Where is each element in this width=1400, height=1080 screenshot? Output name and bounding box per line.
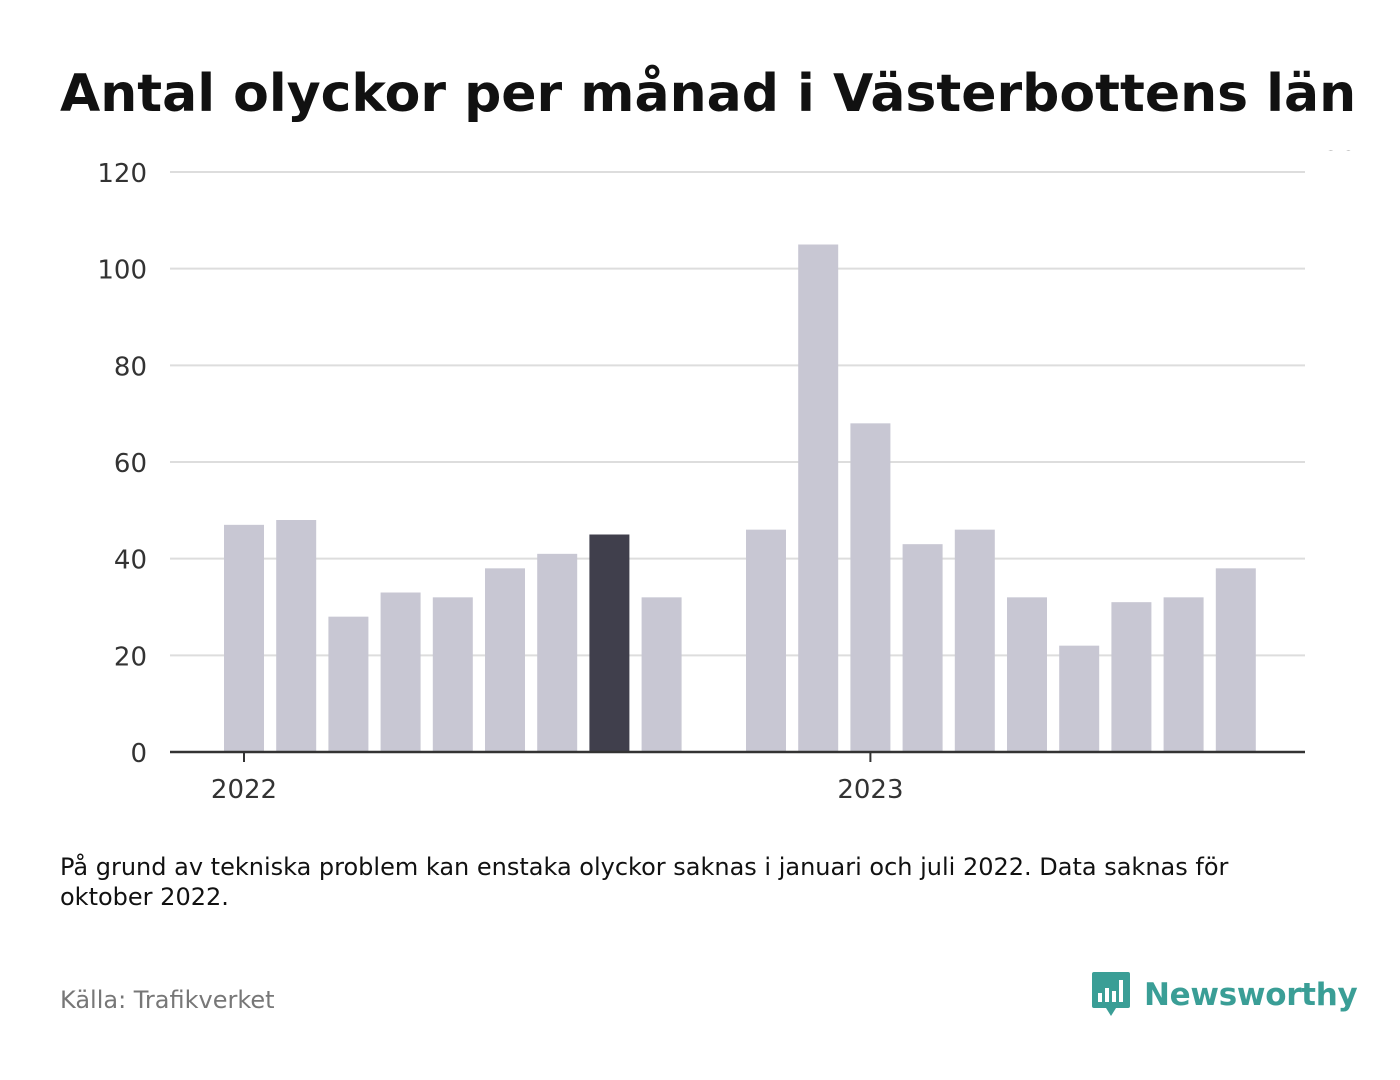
- newsworthy-logo-text: Newsworthy: [1144, 977, 1358, 1013]
- y-axis-ticks: 0 20 40 60 80 100 120: [97, 159, 147, 769]
- bar: [1163, 597, 1204, 752]
- bars: [224, 244, 1256, 752]
- source-label: Källa: Trafikverket: [60, 986, 275, 1014]
- bar: [902, 544, 943, 752]
- bar: [276, 520, 317, 752]
- chart-note: På grund av tekniska problem kan enstaka…: [60, 853, 1229, 911]
- y-tick-label: 120: [97, 159, 147, 189]
- y-tick-label: 60: [114, 449, 147, 479]
- bar: [589, 534, 630, 752]
- bar: [1215, 568, 1256, 752]
- chart-title: Antal olyckor per månad i Västerbottens …: [60, 64, 1357, 124]
- x-tick-label: 2023: [837, 775, 903, 805]
- bar: [537, 553, 578, 752]
- bar: [485, 568, 525, 752]
- bar: [746, 529, 786, 752]
- data-label: 38: [1324, 150, 1357, 157]
- bar: [328, 616, 369, 752]
- bar: [641, 597, 682, 752]
- newsworthy-logo-icon: [1092, 972, 1130, 1016]
- newsworthy-logo[interactable]: Newsworthy: [1090, 970, 1358, 1020]
- bar: [1111, 602, 1152, 752]
- bar: [380, 592, 421, 752]
- bar: [1059, 645, 1100, 752]
- data-labels: 38: [1324, 150, 1357, 157]
- y-tick-label: 80: [114, 352, 147, 382]
- bar: [954, 529, 995, 752]
- bar: [224, 524, 264, 752]
- y-tick-label: 20: [114, 642, 147, 672]
- y-tick-label: 100: [97, 256, 147, 286]
- y-tick-label: 0: [130, 739, 147, 769]
- bar: [798, 244, 839, 752]
- grid-lines: [170, 171, 1305, 657]
- bar: [432, 597, 473, 752]
- bar-chart: 0 20 40 60 80 100 120 38 2022 2023: [97, 150, 1357, 805]
- bar: [850, 423, 891, 752]
- y-tick-label: 40: [114, 546, 147, 576]
- x-tick-label: 2022: [211, 775, 277, 805]
- bar: [1007, 597, 1047, 752]
- x-axis: 2022 2023: [170, 750, 1305, 805]
